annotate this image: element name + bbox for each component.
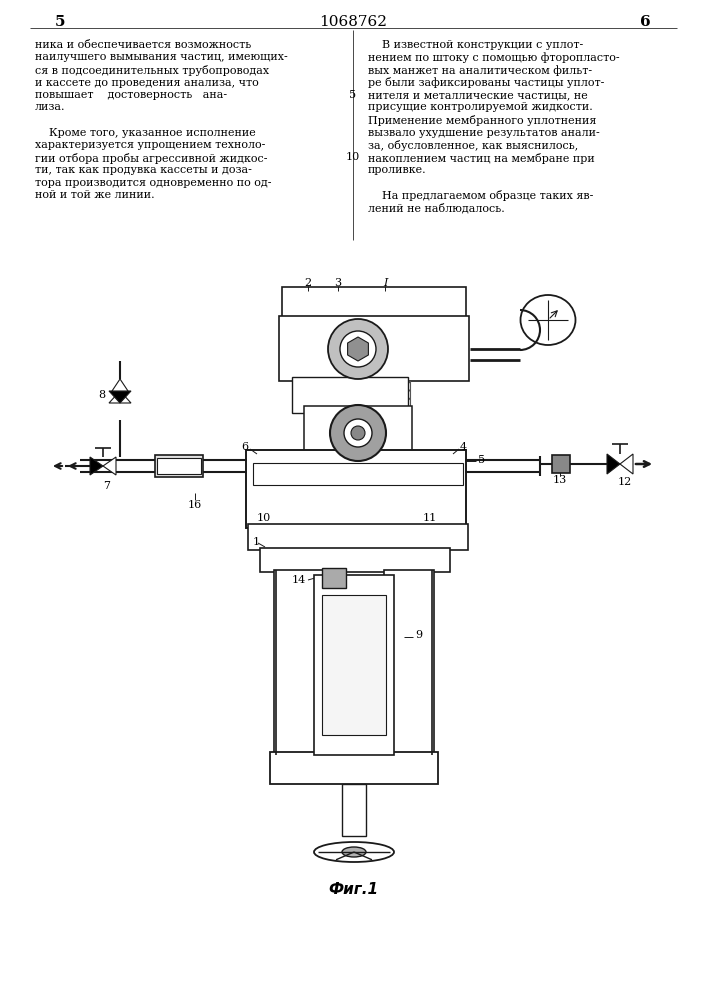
Text: ре были зафиксированы частицы уплот-: ре были зафиксированы частицы уплот-: [368, 78, 604, 89]
Text: накоплением частиц на мембране при: накоплением частиц на мембране при: [368, 152, 595, 163]
Text: 5: 5: [478, 455, 485, 465]
Text: 14: 14: [292, 575, 306, 585]
Bar: [322, 568, 346, 588]
Text: 9: 9: [415, 630, 422, 640]
Bar: [282, 575, 314, 755]
Polygon shape: [109, 391, 131, 403]
Text: 16: 16: [188, 500, 202, 510]
Bar: [258, 528, 308, 546]
Bar: [278, 757, 430, 779]
Polygon shape: [90, 457, 103, 475]
Text: 12: 12: [618, 477, 632, 487]
Bar: [282, 287, 466, 317]
Bar: [292, 377, 408, 413]
Text: 13: 13: [553, 475, 567, 485]
Text: 3: 3: [334, 278, 341, 288]
Circle shape: [330, 405, 386, 461]
Text: Кроме того, указанное исполнение: Кроме того, указанное исполнение: [35, 127, 256, 137]
Text: гии отбора пробы агрессивной жидкос-: гии отбора пробы агрессивной жидкос-: [35, 152, 267, 163]
Bar: [372, 381, 410, 409]
Bar: [253, 463, 463, 485]
Bar: [298, 381, 336, 409]
Bar: [552, 455, 570, 473]
Bar: [287, 290, 365, 315]
Bar: [270, 552, 438, 568]
Text: нением по штоку с помощью фторопласто-: нением по штоку с помощью фторопласто-: [368, 52, 619, 63]
Text: за, обусловленное, как выяснилось,: за, обусловленное, как выяснилось,: [368, 140, 578, 151]
Text: 4: 4: [460, 442, 467, 452]
Bar: [246, 450, 466, 528]
Bar: [398, 528, 448, 546]
Text: 11: 11: [423, 513, 437, 523]
Polygon shape: [348, 337, 368, 361]
Polygon shape: [112, 379, 128, 391]
Text: тора производится одновременно по од-: тора производится одновременно по од-: [35, 178, 271, 188]
Text: 1068762: 1068762: [319, 15, 387, 29]
Bar: [248, 524, 468, 550]
Bar: [284, 320, 346, 378]
Bar: [393, 455, 453, 520]
Bar: [274, 570, 324, 762]
Bar: [392, 575, 424, 755]
Polygon shape: [607, 454, 620, 474]
Bar: [314, 575, 394, 755]
Circle shape: [344, 419, 372, 447]
Text: На предлагаемом образце таких яв-: На предлагаемом образце таких яв-: [368, 190, 593, 201]
Ellipse shape: [520, 295, 575, 345]
Bar: [393, 290, 461, 315]
Circle shape: [328, 319, 388, 379]
Bar: [370, 409, 396, 439]
Bar: [322, 595, 386, 735]
Bar: [279, 316, 469, 381]
Text: вых манжет на аналитическом фильт-: вых манжет на аналитическом фильт-: [368, 65, 592, 76]
Text: 8: 8: [98, 390, 105, 400]
Text: характеризуется упрощением техноло-: характеризуется упрощением техноло-: [35, 140, 265, 150]
Text: 6: 6: [640, 15, 650, 29]
Bar: [384, 570, 434, 762]
Bar: [304, 406, 412, 458]
Bar: [270, 752, 438, 784]
Text: вызвало ухудшение результатов анали-: вызвало ухудшение результатов анали-: [368, 127, 600, 137]
Text: ся в подсоединительных трубопроводах: ся в подсоединительных трубопроводах: [35, 65, 269, 76]
Ellipse shape: [314, 842, 394, 862]
Text: повышает    достоверность   ана-: повышает достоверность ана-: [35, 90, 227, 100]
Circle shape: [351, 426, 365, 440]
Polygon shape: [109, 391, 131, 403]
Text: 7: 7: [103, 481, 110, 491]
Polygon shape: [103, 457, 116, 475]
Text: Фиг.1: Фиг.1: [328, 882, 378, 897]
Text: и кассете до проведения анализа, что: и кассете до проведения анализа, что: [35, 78, 259, 88]
Bar: [410, 320, 465, 378]
Text: ной и той же линии.: ной и той же линии.: [35, 190, 155, 200]
Text: В известной конструкции с уплот-: В известной конструкции с уплот-: [368, 40, 583, 50]
Text: ника и обеспечивается возможность: ника и обеспечивается возможность: [35, 40, 251, 50]
Text: 5: 5: [349, 90, 356, 100]
Text: 5: 5: [54, 15, 65, 29]
Bar: [253, 455, 313, 520]
Text: проливке.: проливке.: [368, 165, 426, 175]
Text: 1: 1: [252, 537, 259, 547]
Ellipse shape: [342, 847, 366, 857]
Bar: [155, 455, 203, 477]
Bar: [310, 409, 336, 439]
Text: лиза.: лиза.: [35, 103, 66, 112]
Text: ти, так как продувка кассеты и доза-: ти, так как продувка кассеты и доза-: [35, 165, 252, 175]
Bar: [342, 784, 366, 836]
Circle shape: [340, 331, 376, 367]
Bar: [157, 458, 201, 474]
Text: 10: 10: [346, 152, 360, 162]
Text: 2: 2: [305, 278, 312, 288]
Bar: [260, 548, 450, 572]
Text: 10: 10: [257, 513, 271, 523]
Text: лений не наблюдалось.: лений не наблюдалось.: [368, 202, 505, 213]
Polygon shape: [620, 454, 633, 474]
Text: присущие контролируемой жидкости.: присущие контролируемой жидкости.: [368, 103, 592, 112]
Text: нителя и металлические частицы, не: нителя и металлические частицы, не: [368, 90, 588, 100]
Text: 15: 15: [349, 665, 363, 675]
Text: 6: 6: [241, 442, 248, 452]
Text: I: I: [382, 278, 387, 288]
Text: наилучшего вымывания частиц, имеющих-: наилучшего вымывания частиц, имеющих-: [35, 52, 288, 62]
Text: Применение мембранного уплотнения: Применение мембранного уплотнения: [368, 115, 597, 126]
